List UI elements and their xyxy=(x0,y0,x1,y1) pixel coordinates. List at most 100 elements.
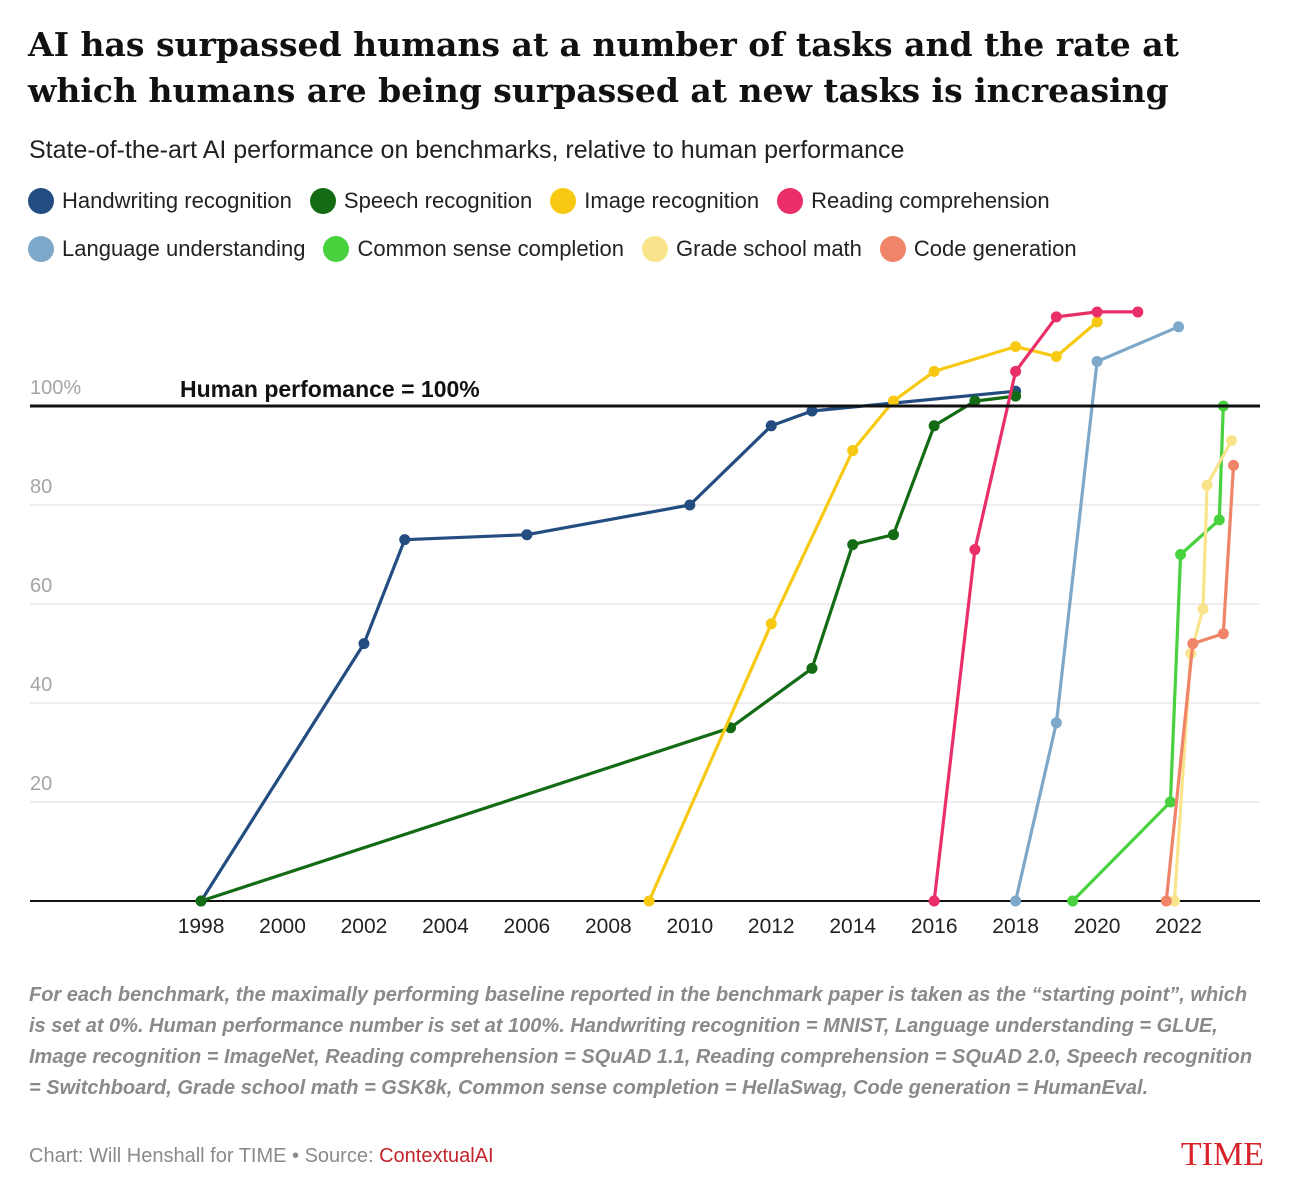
data-point xyxy=(1010,365,1022,377)
legend-swatch xyxy=(28,187,54,214)
legend-label: Common sense completion xyxy=(357,235,625,261)
data-point xyxy=(928,895,940,907)
data-point xyxy=(1050,717,1062,729)
data-point xyxy=(643,895,655,907)
legend-swatch xyxy=(309,187,336,214)
x-tick-label: 2014 xyxy=(829,915,876,938)
series-line-3 xyxy=(932,310,1140,903)
data-point xyxy=(765,618,777,630)
legend-item-math: Grade school math xyxy=(642,235,862,262)
legend-row-2: Language understanding Common sense comp… xyxy=(28,232,1268,265)
human-performance-label: Human perfomance = 100% xyxy=(180,376,480,402)
x-tick-label: 2018 xyxy=(992,915,1039,938)
data-point xyxy=(1160,895,1172,907)
data-point xyxy=(928,365,940,377)
legend-item-speech: Speech recognition xyxy=(309,187,533,214)
data-point xyxy=(887,395,899,407)
x-tick-label: 2000 xyxy=(259,915,306,938)
data-point xyxy=(969,395,981,407)
legend-swatch xyxy=(323,235,350,262)
x-tick-label: 2020 xyxy=(1074,915,1121,938)
data-point xyxy=(847,445,859,457)
data-point xyxy=(1091,316,1103,328)
y-tick-label: 40 xyxy=(30,674,52,696)
x-tick-label: 1998 xyxy=(178,915,225,938)
x-tick-label: 2004 xyxy=(422,915,469,938)
data-point xyxy=(1091,355,1103,367)
chart-title: AI has surpassed humans at a number of t… xyxy=(28,25,1179,110)
source-link[interactable]: ContextualAI xyxy=(379,1145,494,1167)
data-point xyxy=(1173,321,1185,333)
x-tick-label: 2002 xyxy=(341,915,388,938)
time-logo: TIME xyxy=(1180,1136,1264,1173)
y-tick-label: 20 xyxy=(30,773,52,795)
x-tick-label: 2010 xyxy=(666,915,713,938)
data-point xyxy=(806,405,818,417)
data-point xyxy=(847,539,859,551)
data-point xyxy=(1228,459,1240,471)
data-point xyxy=(1010,341,1022,353)
data-point xyxy=(1187,638,1199,650)
credit-line: Chart: Will Henshall for TIME • Source: … xyxy=(29,1145,494,1168)
legend-item-image: Image recognition xyxy=(550,187,760,214)
data-point xyxy=(1168,895,1180,907)
data-point xyxy=(1213,514,1225,526)
data-point xyxy=(195,895,207,907)
legend-label: Handwriting recognition xyxy=(62,187,292,213)
legend-swatch xyxy=(642,235,669,262)
legend-label: Image recognition xyxy=(584,187,760,213)
line-chart: 20 40 60 80 100% 1998 2000 2002 2004 2006 2008 2010… xyxy=(30,306,1260,938)
data-point xyxy=(1201,479,1213,491)
data-point xyxy=(1091,306,1103,318)
legend-label: Grade school math xyxy=(676,235,862,261)
series-line-2 xyxy=(647,320,1099,903)
data-point xyxy=(521,529,533,541)
chart-subtitle: State-of-the-art AI performance on bench… xyxy=(29,136,905,164)
data-point xyxy=(1175,549,1187,560)
data-point xyxy=(1197,603,1209,615)
x-tick-label: 2006 xyxy=(504,915,551,938)
legend-swatch xyxy=(879,235,906,262)
legend-label: Speech recognition xyxy=(343,187,533,213)
legend: Handwriting recognition Speech recogniti… xyxy=(28,184,1268,280)
series-line-6 xyxy=(1172,439,1234,903)
data-point xyxy=(969,544,981,556)
legend-swatch xyxy=(777,187,804,214)
series-line-4 xyxy=(1013,325,1181,903)
legend-label: Reading comprehension xyxy=(811,187,1050,213)
legend-item-language: Language understanding xyxy=(28,235,306,262)
credit-prefix: Chart: Will Henshall for TIME • Source: xyxy=(29,1145,380,1167)
legend-label: Language understanding xyxy=(62,235,306,261)
data-point xyxy=(928,420,940,432)
data-point xyxy=(1050,351,1062,362)
legend-item-reading: Reading comprehension xyxy=(777,187,1050,214)
data-point xyxy=(1132,306,1144,318)
series-line-1 xyxy=(199,394,1018,903)
data-point xyxy=(1067,895,1079,907)
data-point xyxy=(684,499,696,511)
legend-item-handwriting: Handwriting recognition xyxy=(28,187,292,214)
x-tick-label: 2022 xyxy=(1155,915,1202,938)
data-point xyxy=(1050,311,1062,323)
legend-label: Code generation xyxy=(913,235,1077,261)
data-point xyxy=(1217,628,1229,640)
legend-swatch xyxy=(550,187,577,214)
footnote: For each benchmark, the maximally perfor… xyxy=(29,984,1253,1099)
legend-item-code: Code generation xyxy=(879,235,1077,262)
legend-swatch xyxy=(28,235,54,262)
data-point xyxy=(765,420,777,432)
series-line-5 xyxy=(1070,404,1225,903)
x-tick-label: 2012 xyxy=(748,915,795,938)
y-tick-label: 80 xyxy=(30,476,52,498)
data-point xyxy=(1225,435,1237,447)
legend-row-1: Handwriting recognition Speech recogniti… xyxy=(28,184,1268,217)
x-tick-label: 2008 xyxy=(585,915,632,938)
series-line-7 xyxy=(1164,463,1236,903)
legend-item-common-sense: Common sense completion xyxy=(323,235,625,262)
data-point xyxy=(1010,390,1022,402)
y-tick-label: 100% xyxy=(30,377,81,399)
data-point xyxy=(1164,796,1176,808)
y-tick-label: 60 xyxy=(30,575,52,597)
data-point xyxy=(887,529,899,541)
data-point xyxy=(1010,895,1022,907)
